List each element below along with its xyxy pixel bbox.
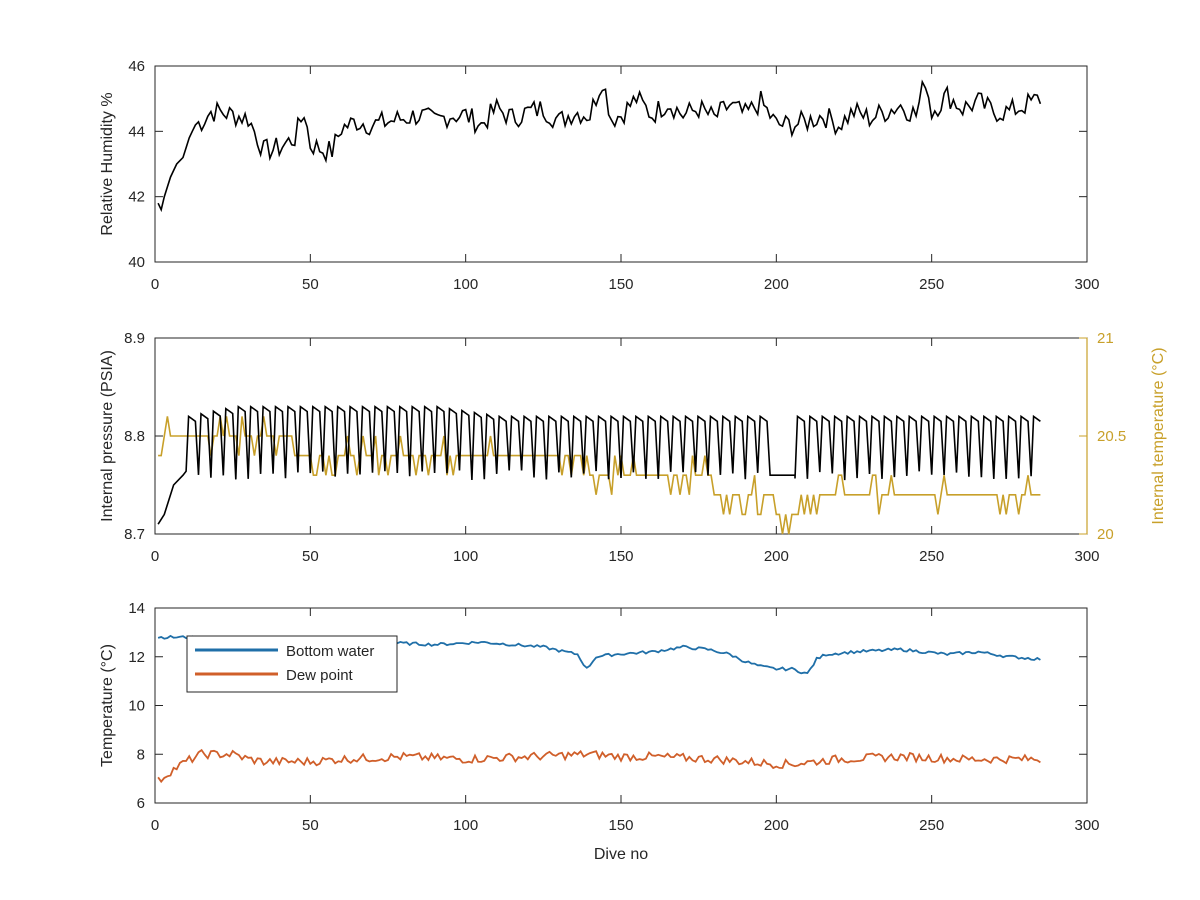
x-tick-label: 300 <box>1074 548 1099 565</box>
x-tick-label: 0 <box>151 276 159 293</box>
subplot-1: 0 50 100 150 200 250 300 40 42 44 46 Relative Humid… <box>99 58 1100 293</box>
internal-pressure-line <box>157 405 1041 525</box>
subplot-3: 0 50 100 150 200 250 300 6 8 10 12 14 Temperature (°… <box>99 600 1100 863</box>
humidity-line <box>157 79 1042 213</box>
x-tick-label: 150 <box>608 548 633 565</box>
internal-temperature-line <box>158 416 1041 535</box>
x-tick-label: 300 <box>1074 817 1099 834</box>
y-tick-label: 44 <box>128 123 145 140</box>
legend-box <box>186 635 398 693</box>
x-axis-label: Dive no <box>594 846 648 863</box>
legend-entry: Dew point <box>286 667 354 684</box>
y-tick-label: 46 <box>128 58 145 75</box>
y-tick-label: 12 <box>128 649 145 666</box>
y-tick-label: 6 <box>137 795 145 812</box>
y-tick-label: 10 <box>128 698 145 715</box>
x-tick-label: 250 <box>919 276 944 293</box>
y-tick-label: 42 <box>128 189 145 206</box>
y-axis-label: Internal pressure (PSIA) <box>99 350 116 522</box>
x-tick-label: 50 <box>302 548 319 565</box>
x-tick-label: 200 <box>764 817 789 834</box>
plot-frame <box>154 337 1088 535</box>
x-tick-label: 0 <box>151 548 159 565</box>
y-right-tick-label: 20 <box>1097 526 1114 543</box>
plot-frame <box>154 65 1088 263</box>
subplot-2: 0 50 100 150 200 250 300 8.7 8.8 8.9 Internal pres… <box>99 330 1167 565</box>
x-tick-label: 250 <box>919 817 944 834</box>
y-tick-label: 8.7 <box>124 526 145 543</box>
x-tick-label: 250 <box>919 548 944 565</box>
y-right-tick-label: 20.5 <box>1097 428 1126 445</box>
dew-point-line <box>157 748 1041 784</box>
y-axis-label: Relative Humidity % <box>99 92 116 235</box>
y-tick-label: 14 <box>128 600 145 617</box>
y-axis-label: Temperature (°C) <box>99 644 116 767</box>
x-tick-label: 200 <box>764 548 789 565</box>
legend-entry: Bottom water <box>286 643 374 660</box>
x-tick-label: 150 <box>608 276 633 293</box>
x-tick-label: 100 <box>453 817 478 834</box>
x-tick-label: 300 <box>1074 276 1099 293</box>
x-tick-label: 0 <box>151 817 159 834</box>
y-right-tick-label: 21 <box>1097 330 1114 347</box>
x-tick-label: 50 <box>302 276 319 293</box>
x-tick-label: 100 <box>453 276 478 293</box>
y-tick-label: 40 <box>128 254 145 271</box>
y-tick-label: 8.8 <box>124 428 145 445</box>
y-right-axis-label: Internal temperature (°C) <box>1150 347 1167 524</box>
x-tick-label: 50 <box>302 817 319 834</box>
x-tick-label: 100 <box>453 548 478 565</box>
x-tick-label: 150 <box>608 817 633 834</box>
legend: Bottom water Dew point <box>186 635 398 693</box>
x-tick-label: 200 <box>764 276 789 293</box>
y-tick-label: 8 <box>137 746 145 763</box>
y-tick-label: 8.9 <box>124 330 145 347</box>
